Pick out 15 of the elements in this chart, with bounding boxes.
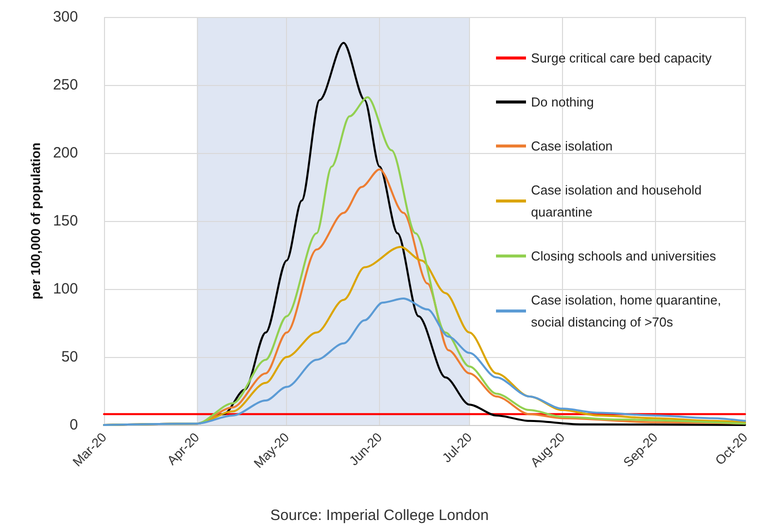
legend-label: Case isolation bbox=[531, 138, 613, 154]
legend-label: Case isolation, home quarantine, social distancing of >70s bbox=[531, 292, 725, 330]
y-tick-label: 300 bbox=[52, 8, 78, 26]
source-note: Source: Imperial College London bbox=[270, 507, 489, 524]
y-tick-label: 150 bbox=[52, 212, 78, 230]
y-axis-title: per 100,000 of population bbox=[28, 142, 43, 300]
y-tick-label: 0 bbox=[70, 416, 78, 434]
legend-label: Surge critical care bed capacity bbox=[531, 50, 712, 66]
legend-label: Closing schools and universities bbox=[531, 248, 716, 264]
legend-label: Do nothing bbox=[531, 94, 594, 110]
legend-label: Case isolation and household quarantine bbox=[531, 182, 706, 220]
y-tick-label: 100 bbox=[52, 280, 78, 298]
y-tick-label: 200 bbox=[52, 144, 78, 162]
y-tick-label: 250 bbox=[52, 76, 78, 94]
y-tick-label: 50 bbox=[61, 348, 78, 366]
